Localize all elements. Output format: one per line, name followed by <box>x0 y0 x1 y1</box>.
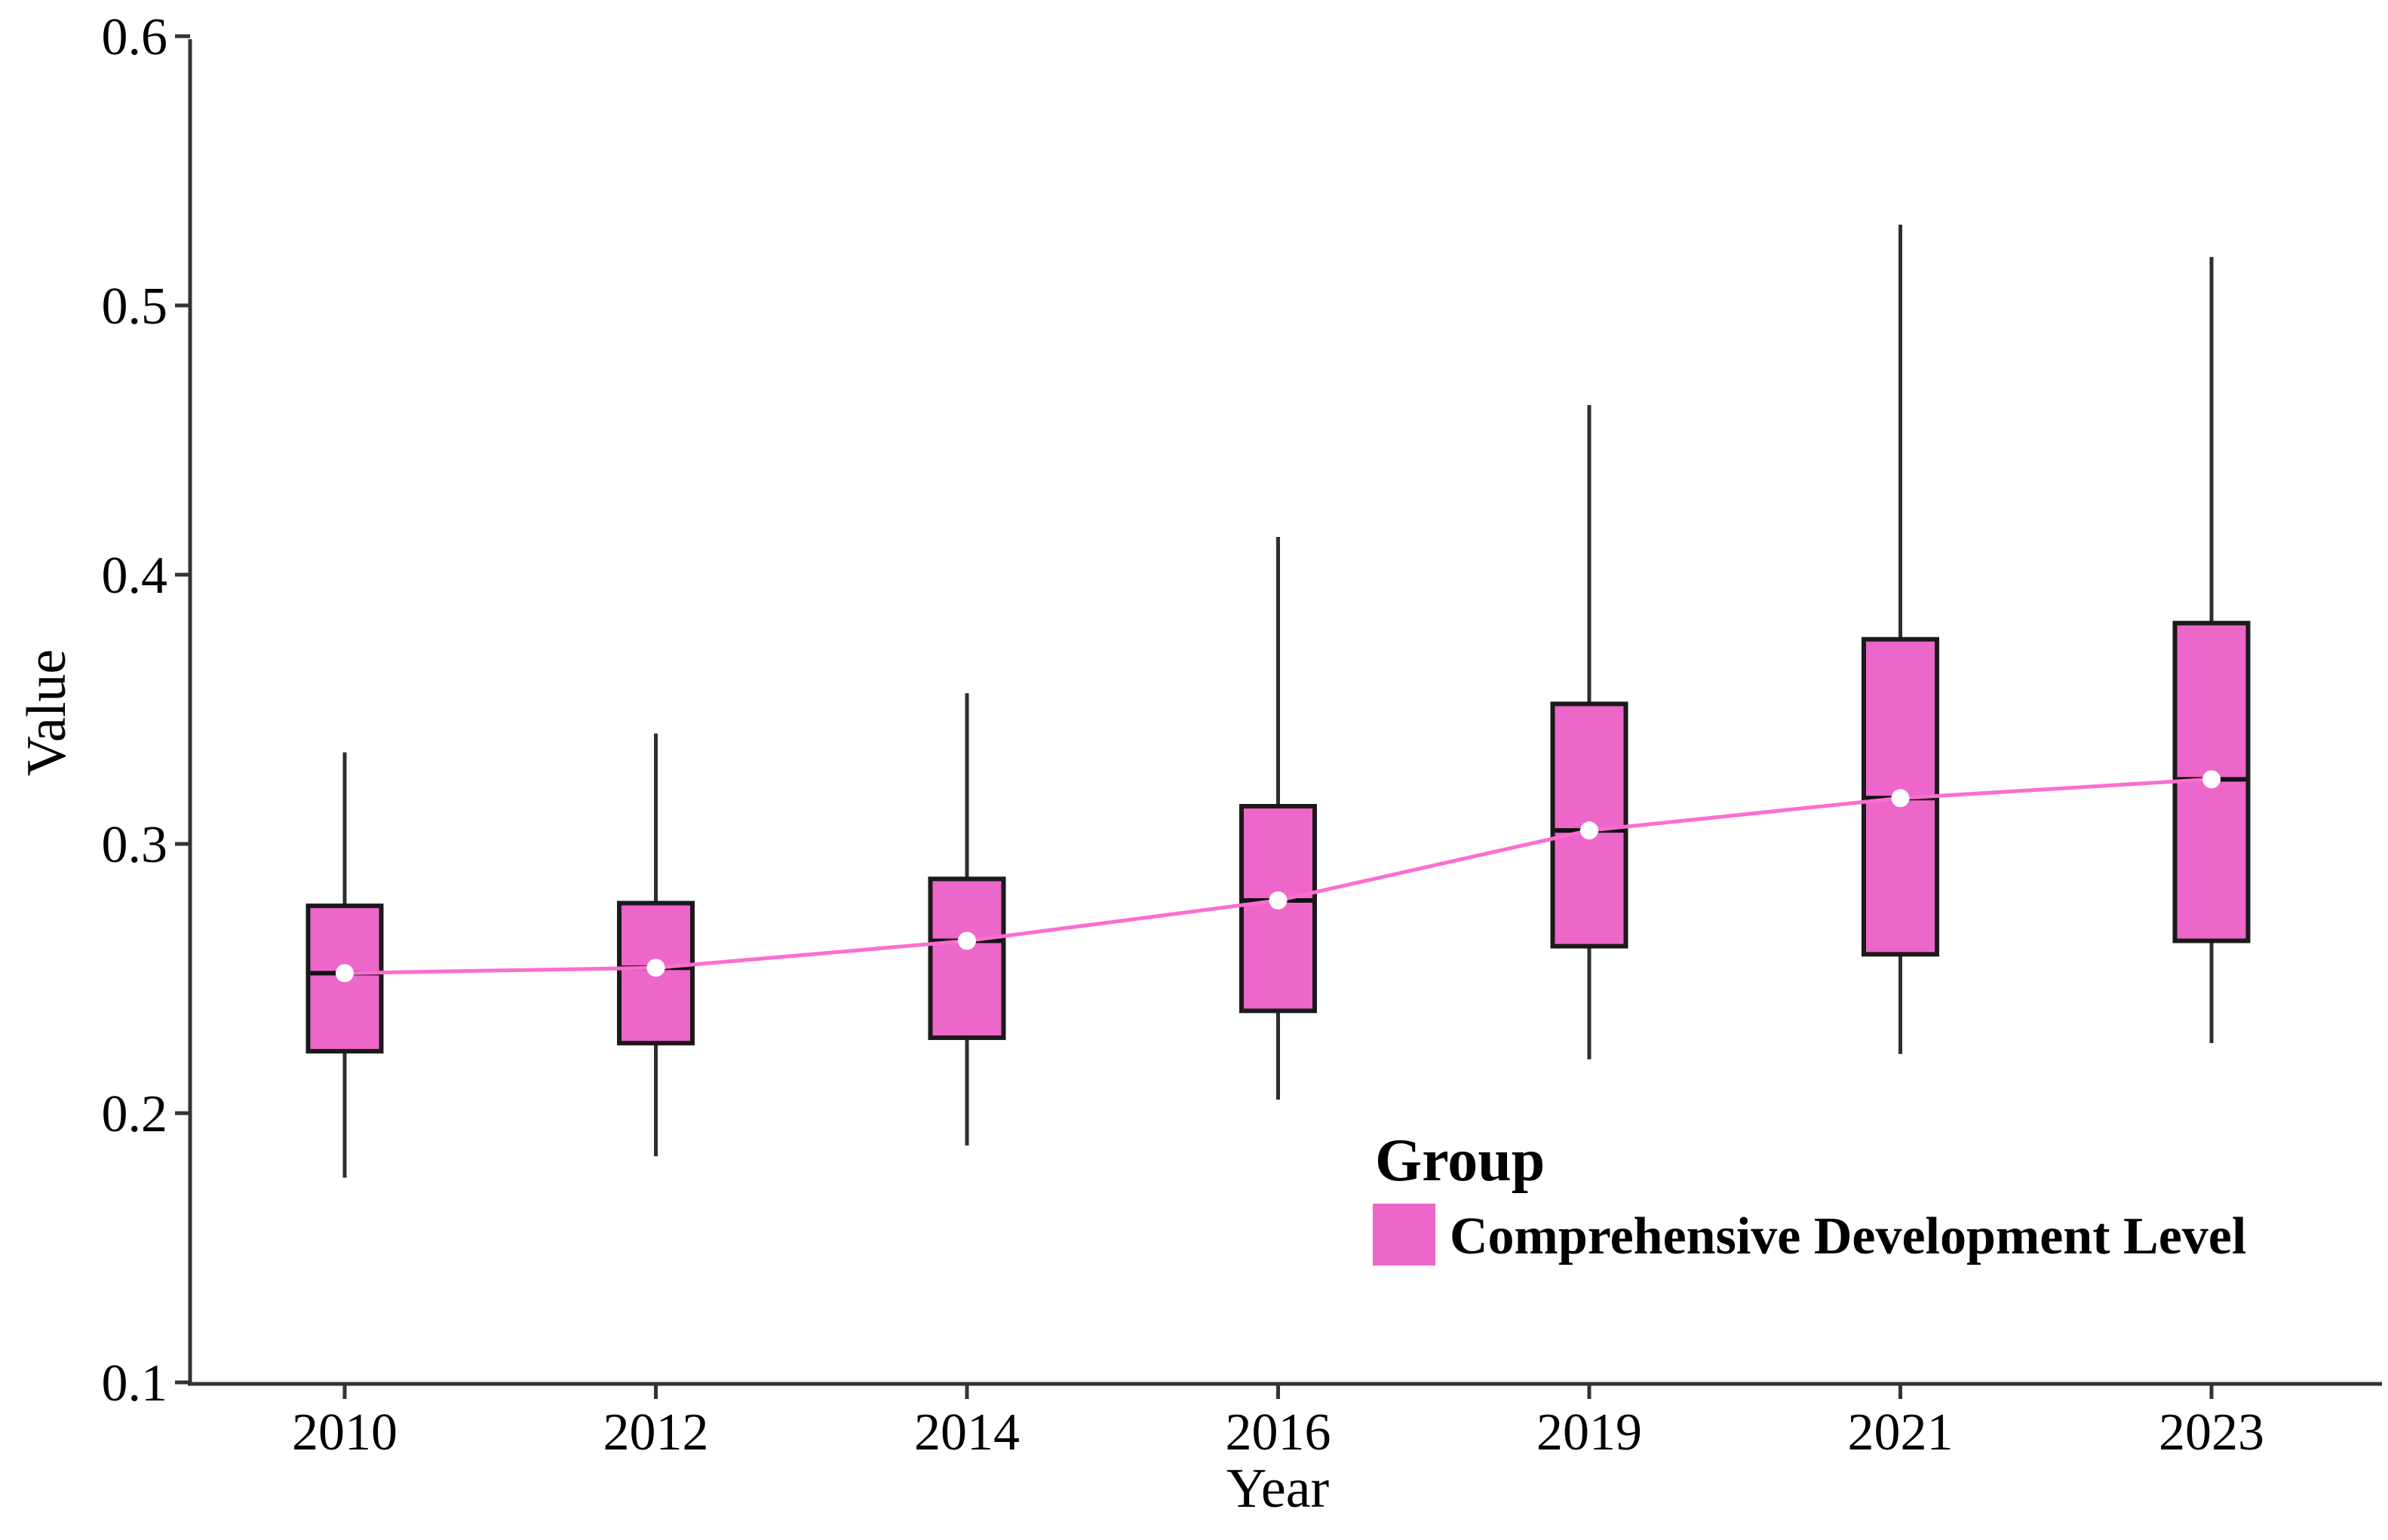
y-tick-label: 0.4 <box>102 547 168 605</box>
iqr-box <box>928 876 1006 1041</box>
legend-swatch <box>1373 1204 1435 1265</box>
y-tick-label: 0.6 <box>102 8 168 66</box>
x-tick-label: 2010 <box>292 1403 397 1462</box>
median-dot <box>336 964 354 983</box>
x-tick-label: 2014 <box>914 1403 1020 1462</box>
legend-title: Group <box>1375 1127 1545 1194</box>
legend-entry-label: Comprehensive Development Level <box>1450 1207 2246 1265</box>
median-dot <box>1891 789 1910 808</box>
median-dot <box>2202 770 2221 789</box>
axes-layer: 0.1 0.2 0.3 0.4 0.5 0.6 2010 2012 2014 2016 2019 20… <box>102 8 2382 1462</box>
trend-line-layer <box>336 770 2221 983</box>
y-tick-label: 0.1 <box>102 1354 168 1413</box>
x-tick-label: 2019 <box>1536 1403 1642 1462</box>
median-dot <box>1580 821 1598 840</box>
y-tick-label: 0.3 <box>102 816 168 874</box>
x-tick-label: 2012 <box>603 1403 709 1462</box>
median-dot <box>958 931 976 950</box>
x-tick-label: 2021 <box>1848 1403 1954 1462</box>
x-tick-label: 2023 <box>2159 1403 2264 1462</box>
median-dot <box>1269 891 1288 910</box>
x-tick-label: 2016 <box>1226 1403 1331 1462</box>
median-dot <box>646 959 665 977</box>
y-tick-label: 0.5 <box>102 278 168 336</box>
x-axis-title: Year <box>1226 1458 1329 1520</box>
y-tick-label: 0.2 <box>102 1085 168 1143</box>
legend: Group Comprehensive Development Level <box>1373 1127 2246 1265</box>
y-axis-title: Value <box>16 649 78 777</box>
